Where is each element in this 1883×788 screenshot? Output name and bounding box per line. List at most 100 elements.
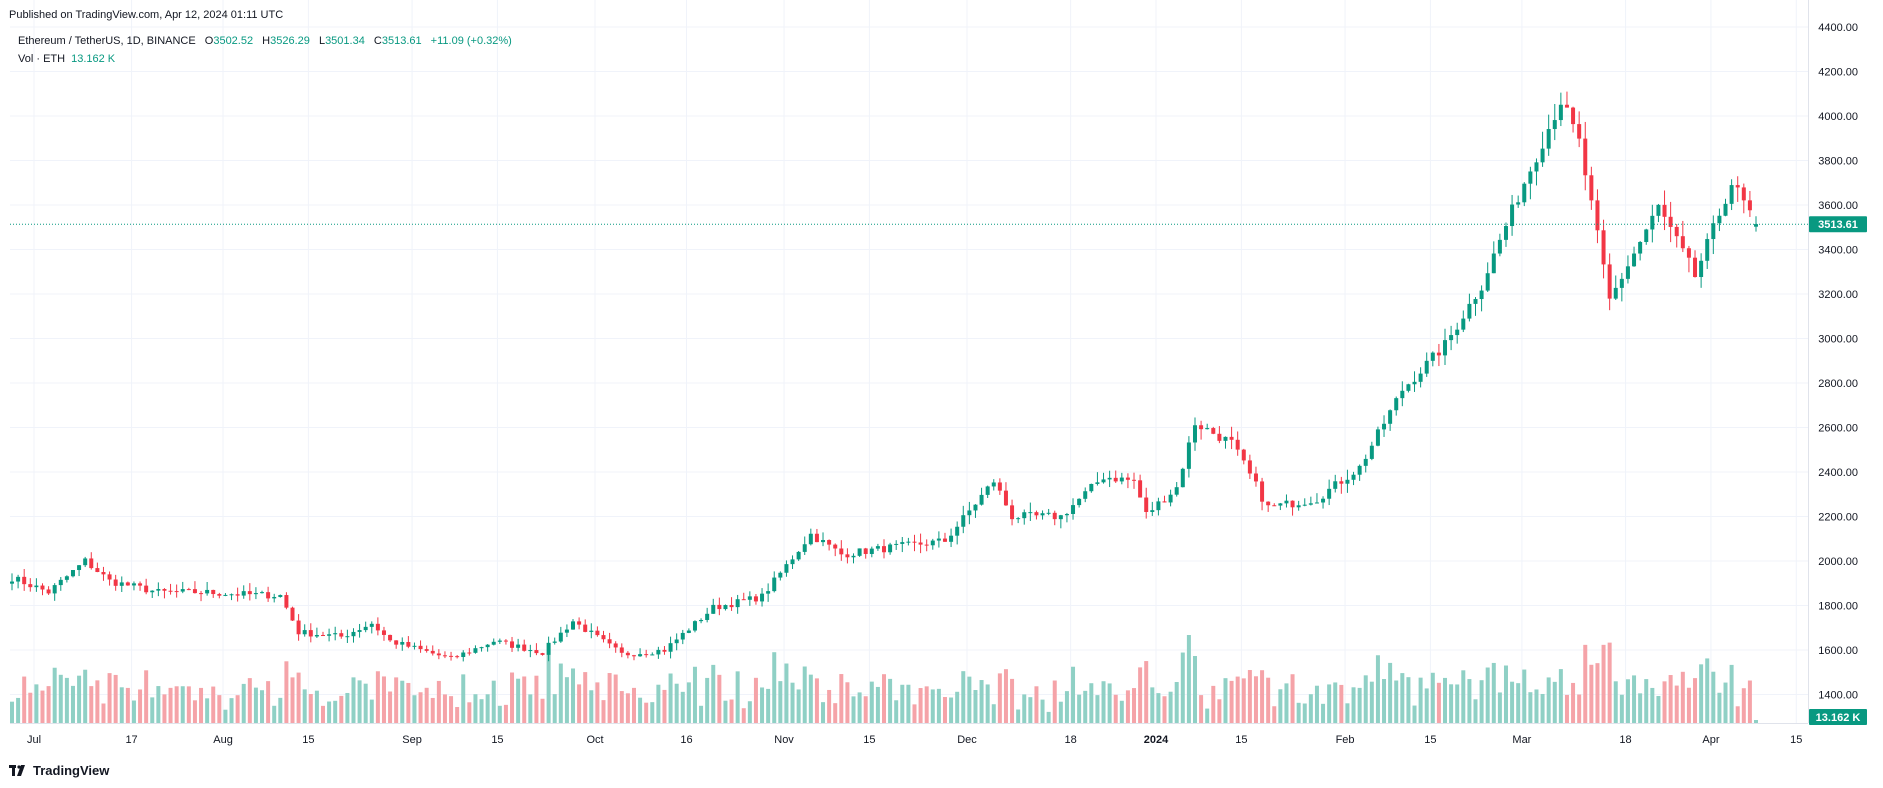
volume-bar bbox=[668, 673, 673, 723]
volume-bar bbox=[1077, 694, 1082, 723]
volume-bar bbox=[711, 664, 716, 723]
candle-body bbox=[814, 533, 819, 543]
volume-bar bbox=[46, 686, 51, 723]
volume-bar bbox=[52, 667, 57, 723]
volume-bar bbox=[1443, 677, 1448, 723]
candle-body bbox=[1601, 230, 1606, 265]
volume-bar bbox=[1436, 682, 1441, 723]
candle-body bbox=[827, 540, 832, 545]
candle-body bbox=[808, 533, 813, 545]
volume-bar bbox=[327, 701, 332, 723]
candle-body bbox=[1022, 512, 1027, 519]
volume-bar bbox=[1619, 694, 1624, 723]
price-tick-label: 4400.00 bbox=[1818, 22, 1858, 34]
candle-body bbox=[973, 504, 978, 511]
volume-bar bbox=[107, 673, 112, 723]
volume-bar bbox=[1278, 689, 1283, 723]
volume-bar bbox=[1333, 682, 1338, 723]
candle-body bbox=[1003, 490, 1008, 506]
volume-bar bbox=[1717, 692, 1722, 723]
volume-bar bbox=[1455, 684, 1460, 723]
volume-bar bbox=[607, 673, 612, 723]
candle-body bbox=[1052, 512, 1057, 520]
volume-bar bbox=[400, 680, 405, 723]
volume-bar bbox=[497, 705, 502, 723]
candle-body bbox=[1357, 465, 1362, 475]
candle-body bbox=[729, 605, 734, 608]
volume-bar bbox=[1741, 688, 1746, 723]
volume-bar bbox=[558, 663, 563, 723]
candle-body bbox=[260, 592, 265, 594]
candle-body bbox=[10, 581, 14, 584]
candle-body bbox=[168, 590, 173, 592]
volume-bar bbox=[369, 699, 374, 723]
candle-body bbox=[1418, 373, 1423, 382]
candle-body bbox=[1235, 439, 1240, 450]
candle-body bbox=[1308, 503, 1313, 505]
candle-body bbox=[1046, 512, 1051, 514]
candle-body bbox=[1260, 481, 1265, 502]
candle-body bbox=[601, 635, 606, 640]
candle-body bbox=[1589, 175, 1594, 201]
volume-bar bbox=[1040, 699, 1045, 723]
candle-body bbox=[1223, 436, 1228, 441]
candle-body bbox=[1680, 236, 1685, 249]
time-tick-label: 15 bbox=[302, 734, 314, 746]
footer-brand[interactable]: TradingView bbox=[9, 763, 109, 778]
candle-body bbox=[723, 605, 728, 610]
volume-bar bbox=[808, 674, 813, 723]
candle-body bbox=[985, 486, 990, 495]
time-tick-label: Nov bbox=[774, 734, 794, 746]
time-tick-label: 15 bbox=[491, 734, 503, 746]
volume-bar bbox=[1247, 670, 1252, 723]
candle-body bbox=[949, 535, 954, 542]
volume-bar bbox=[601, 700, 606, 723]
volume-bar bbox=[1595, 663, 1600, 723]
volume-bar bbox=[851, 696, 856, 723]
volume-bar bbox=[875, 686, 880, 723]
volume-bar bbox=[1034, 686, 1039, 723]
volume-bar bbox=[192, 700, 197, 723]
volume-bar bbox=[260, 690, 265, 723]
candlesticks bbox=[10, 91, 1758, 662]
candle-body bbox=[1632, 253, 1637, 267]
volume-bar bbox=[912, 704, 917, 723]
candle-body bbox=[912, 541, 917, 543]
volume-bar bbox=[485, 694, 490, 723]
volume-bar bbox=[180, 686, 185, 723]
volume-bar bbox=[1022, 694, 1027, 723]
volume-bar bbox=[412, 695, 417, 723]
candle-body bbox=[199, 593, 204, 595]
candle-body bbox=[138, 583, 143, 586]
candle-body bbox=[1455, 329, 1460, 336]
candle-body bbox=[162, 588, 167, 591]
volume-bar bbox=[869, 681, 874, 723]
candle-body bbox=[107, 574, 112, 580]
volume-bar bbox=[22, 676, 27, 723]
candle-body bbox=[357, 630, 362, 632]
volume-bar bbox=[119, 687, 124, 723]
candle-body bbox=[778, 572, 783, 578]
volume-bar bbox=[1467, 679, 1472, 723]
price-tick-label: 2200.00 bbox=[1818, 512, 1858, 524]
volume-bar bbox=[821, 702, 826, 723]
candle-body bbox=[1644, 229, 1649, 243]
candle-body bbox=[1089, 483, 1094, 492]
volume-bar bbox=[1058, 701, 1063, 723]
volume-bar bbox=[1266, 677, 1271, 723]
volume-bar bbox=[1382, 678, 1387, 723]
candle-body bbox=[1729, 185, 1734, 204]
price-tick-label: 2400.00 bbox=[1818, 467, 1858, 479]
candle-body bbox=[40, 585, 45, 590]
volume-bar bbox=[70, 685, 75, 723]
candle-body bbox=[278, 595, 283, 597]
volume-bar bbox=[266, 681, 271, 723]
symbol-title: Ethereum / TetherUS, 1D, BINANCE bbox=[18, 35, 196, 47]
volume-bar bbox=[1241, 678, 1246, 723]
candle-body bbox=[253, 593, 258, 595]
candle-body bbox=[1199, 425, 1204, 430]
candle-body bbox=[1686, 248, 1691, 258]
volume-bar bbox=[1302, 703, 1307, 723]
volume-bar bbox=[1016, 709, 1021, 723]
